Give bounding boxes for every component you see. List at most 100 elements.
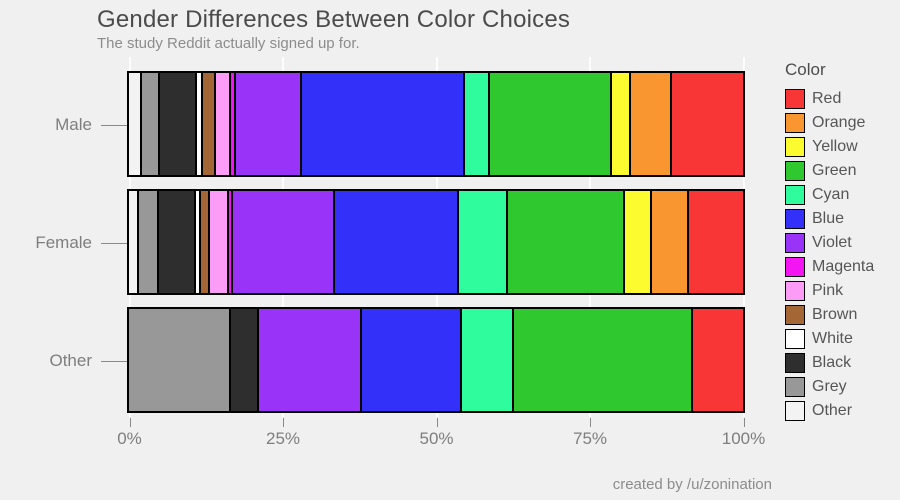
legend-swatch-black (785, 353, 805, 373)
legend-swatch-pink (785, 281, 805, 301)
legend-swatch-white (785, 329, 805, 349)
legend-label-green: Green (812, 162, 857, 179)
segment-grey-female (137, 191, 157, 293)
segment-red-female (686, 191, 743, 293)
legend-row-blue: Blue (785, 207, 874, 231)
legend-row-orange: Orange (785, 111, 874, 135)
legend-row-green: Green (785, 159, 874, 183)
segment-other-male (129, 73, 140, 175)
segment-cyan-female (457, 191, 507, 293)
legend-swatch-yellow (785, 137, 805, 157)
segment-orange-male (629, 73, 670, 175)
x-axis-tick (743, 418, 745, 427)
legend-title: Color (785, 60, 826, 79)
x-axis-label-25%: 25% (265, 429, 301, 448)
legend-row-black: Black (785, 351, 874, 375)
segment-pink-male (214, 73, 229, 175)
legend-row-pink: Pink (785, 279, 874, 303)
chart-title: Gender Differences Between Color Choices (97, 6, 571, 33)
legend-label-magenta: Magenta (812, 258, 875, 275)
segment-blue-other (359, 309, 460, 411)
legend-swatch-cyan (785, 185, 805, 205)
legend-row-yellow: Yellow (785, 135, 874, 159)
segment-magenta-male (228, 73, 234, 175)
legend-label-orange: Orange (812, 114, 866, 131)
segment-violet-female (230, 191, 333, 293)
stacked-bar-female (127, 189, 745, 295)
legend-swatch-orange (785, 113, 805, 133)
y-axis-tick (101, 243, 127, 244)
segment-magenta-female (227, 191, 231, 293)
x-axis-label-0%: 0% (117, 429, 142, 448)
legend-label-yellow: Yellow (812, 138, 858, 155)
segment-grey-other (129, 309, 230, 411)
y-axis-label-female: Female (35, 233, 92, 252)
legend-swatch-grey (785, 377, 805, 397)
legend-swatch-other (785, 401, 805, 421)
segment-blue-male (300, 73, 464, 175)
caption: created by /u/zonination (612, 476, 772, 493)
legend-label-red: Red (812, 90, 842, 107)
legend-row-other: Other (785, 399, 874, 423)
segment-cyan-other (459, 309, 513, 411)
legend-label-violet: Violet (812, 234, 852, 251)
legend-row-red: Red (785, 87, 874, 111)
segment-black-other (229, 309, 257, 411)
segment-brown-female (198, 191, 208, 293)
x-axis-tick (436, 418, 438, 427)
x-axis-tick (283, 418, 284, 427)
segment-red-other (690, 309, 744, 411)
legend-label-blue: Blue (812, 210, 845, 227)
legend-row-cyan: Cyan (785, 183, 874, 207)
legend-swatch-red (785, 89, 805, 109)
legend-label-black: Black (812, 354, 852, 371)
x-axis-tick (129, 418, 131, 427)
segment-grey-male (139, 73, 159, 175)
segment-red-male (669, 73, 743, 175)
legend-row-white: White (785, 327, 874, 351)
legend-row-violet: Violet (785, 231, 874, 255)
y-axis-tick (101, 125, 127, 126)
legend: Color Red Orange Yellow Green Cyan Blue Violet… (785, 60, 874, 423)
legend-swatch-magenta (785, 257, 805, 277)
stacked-bar-male (127, 71, 745, 177)
legend-label-other: Other (812, 402, 853, 419)
y-axis-label-other: Other (49, 351, 92, 370)
chart-subtitle: The study Reddit actually signed up for. (97, 35, 360, 52)
segment-other-female (129, 191, 138, 293)
y-axis-tick (101, 361, 127, 362)
segment-orange-female (650, 191, 687, 293)
legend-label-cyan: Cyan (812, 186, 850, 203)
legend-label-brown: Brown (812, 306, 858, 323)
segment-black-female (156, 191, 195, 293)
segment-white-male (194, 73, 202, 175)
stacked-bar-other (127, 307, 745, 413)
y-axis-label-male: Male (55, 115, 92, 134)
legend-swatch-green (785, 161, 805, 181)
segment-yellow-female (623, 191, 651, 293)
legend-swatch-blue (785, 209, 805, 229)
legend-swatch-brown (785, 305, 805, 325)
legend-row-brown: Brown (785, 303, 874, 327)
legend-items: Red Orange Yellow Green Cyan Blue Violet Magent… (785, 87, 874, 423)
segment-violet-male (233, 73, 301, 175)
legend-label-pink: Pink (812, 282, 844, 299)
x-axis-label-50%: 50% (419, 429, 454, 448)
x-axis-label-100%: 100% (721, 429, 766, 448)
x-axis-tick (590, 418, 591, 427)
segment-cyan-male (463, 73, 488, 175)
legend-label-white: White (812, 330, 853, 347)
segment-yellow-male (610, 73, 630, 175)
segment-green-female (506, 191, 624, 293)
legend-row-grey: Grey (785, 375, 874, 399)
legend-row-magenta: Magenta (785, 255, 874, 279)
segment-green-male (487, 73, 611, 175)
segment-black-male (158, 73, 195, 175)
legend-label-grey: Grey (812, 378, 847, 395)
x-axis-label-75%: 75% (572, 429, 608, 448)
segment-blue-female (332, 191, 458, 293)
segment-pink-female (207, 191, 228, 293)
segment-brown-male (201, 73, 215, 175)
segment-green-other (512, 309, 691, 411)
legend-swatch-violet (785, 233, 805, 253)
